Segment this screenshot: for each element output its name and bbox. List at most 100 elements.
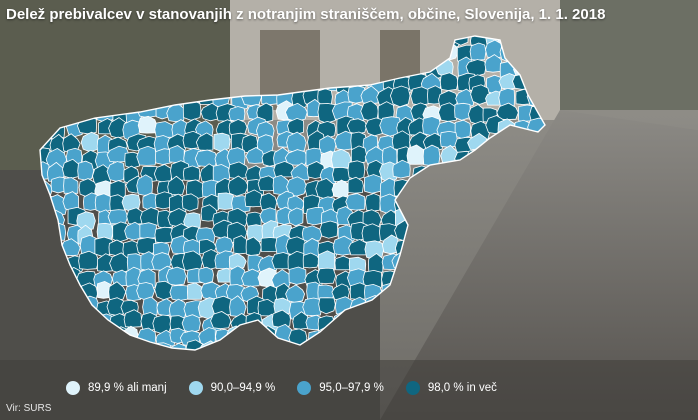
municipality-area	[245, 236, 262, 257]
municipality-area	[138, 36, 158, 47]
municipality-area	[290, 162, 311, 181]
municipality-area	[92, 343, 112, 350]
municipality-area	[241, 88, 262, 106]
municipality-area	[546, 105, 565, 123]
municipality-area	[62, 281, 78, 300]
municipality-area	[410, 330, 431, 348]
municipality-area	[469, 175, 487, 198]
municipality-area	[362, 340, 383, 350]
municipality-area	[377, 41, 396, 62]
municipality-area	[393, 299, 412, 317]
municipality-area	[40, 330, 54, 349]
municipality-area	[406, 144, 426, 165]
municipality-area	[181, 314, 201, 334]
municipality-area	[40, 346, 52, 350]
municipality-area	[439, 72, 459, 91]
municipality-area	[412, 43, 430, 64]
municipality-area	[389, 85, 411, 108]
municipality-area	[500, 181, 520, 202]
municipality-area	[498, 314, 519, 335]
municipality-area	[46, 312, 66, 331]
municipality-area	[382, 298, 400, 320]
municipality-area	[409, 176, 426, 195]
municipality-area	[497, 137, 513, 157]
municipality-area	[80, 310, 99, 334]
municipality-area	[50, 329, 69, 350]
municipality-area	[393, 36, 411, 45]
source-note: Vir: SURS	[6, 403, 52, 414]
municipality-area	[304, 36, 326, 49]
municipality-area	[40, 313, 56, 333]
municipality-area	[170, 36, 192, 46]
municipality-area	[259, 192, 278, 211]
municipality-area	[40, 116, 56, 136]
municipality-area	[125, 88, 146, 108]
municipality-area	[367, 253, 384, 276]
municipality-area	[322, 340, 340, 350]
municipality-area	[529, 301, 545, 321]
municipality-area	[515, 343, 537, 350]
municipality-area	[65, 330, 87, 348]
municipality-area	[546, 89, 563, 107]
municipality-area	[52, 74, 72, 94]
municipality-area	[273, 45, 292, 65]
municipality-area	[245, 74, 266, 95]
municipality-area	[334, 59, 354, 75]
municipality-area	[168, 145, 185, 163]
municipality-area	[547, 343, 564, 358]
municipality-area	[503, 269, 520, 288]
municipality-area	[530, 239, 545, 256]
municipality-area	[77, 344, 95, 350]
municipality-area	[46, 222, 67, 241]
municipality-area	[542, 208, 545, 229]
municipality-area	[472, 189, 493, 211]
municipality-area	[301, 225, 323, 243]
municipality-area	[531, 39, 545, 61]
municipality-area	[469, 224, 488, 243]
municipality-area	[422, 45, 441, 66]
municipality-area	[61, 72, 82, 92]
municipality-area	[465, 311, 485, 329]
municipality-area	[360, 85, 380, 105]
municipality-area	[407, 282, 426, 301]
municipality-area	[290, 344, 310, 350]
municipality-area	[454, 119, 472, 139]
municipality-area	[349, 36, 371, 48]
municipality-area	[527, 55, 545, 72]
municipality-area	[360, 329, 381, 346]
municipality-area	[515, 195, 534, 215]
municipality-area	[194, 149, 218, 167]
municipality-area	[112, 41, 131, 60]
municipality-area	[152, 314, 173, 334]
municipality-area	[108, 281, 127, 302]
municipality-area	[271, 36, 291, 48]
municipality-area	[40, 298, 58, 319]
municipality-area	[424, 36, 444, 47]
municipality-area	[510, 36, 531, 51]
municipality-area	[80, 295, 100, 317]
municipality-area	[396, 342, 419, 350]
municipality-area	[154, 226, 174, 244]
legend-item: 89,9 % ali manj	[66, 381, 167, 395]
municipality-area	[241, 36, 260, 47]
map-title: Delež prebivalcev v stanovanjih z notran…	[6, 6, 606, 23]
municipality-area	[543, 164, 545, 183]
municipality-area	[426, 224, 443, 242]
municipality-area	[47, 268, 69, 287]
municipality-area	[496, 102, 519, 120]
legend-label: 89,9 % ali manj	[88, 382, 167, 394]
municipality-area	[40, 241, 55, 261]
municipality-area	[543, 268, 545, 286]
municipality-area	[452, 221, 472, 242]
municipality-area	[382, 36, 401, 49]
municipality-area	[410, 86, 431, 106]
municipality-area	[499, 193, 517, 212]
municipality-area	[466, 210, 485, 231]
municipality-area	[527, 208, 545, 228]
municipality-area	[546, 118, 565, 132]
municipality-area	[331, 179, 350, 199]
municipality-area	[106, 161, 126, 182]
municipality-area	[136, 41, 158, 61]
municipality-area	[336, 324, 355, 347]
municipality-area	[528, 130, 545, 151]
